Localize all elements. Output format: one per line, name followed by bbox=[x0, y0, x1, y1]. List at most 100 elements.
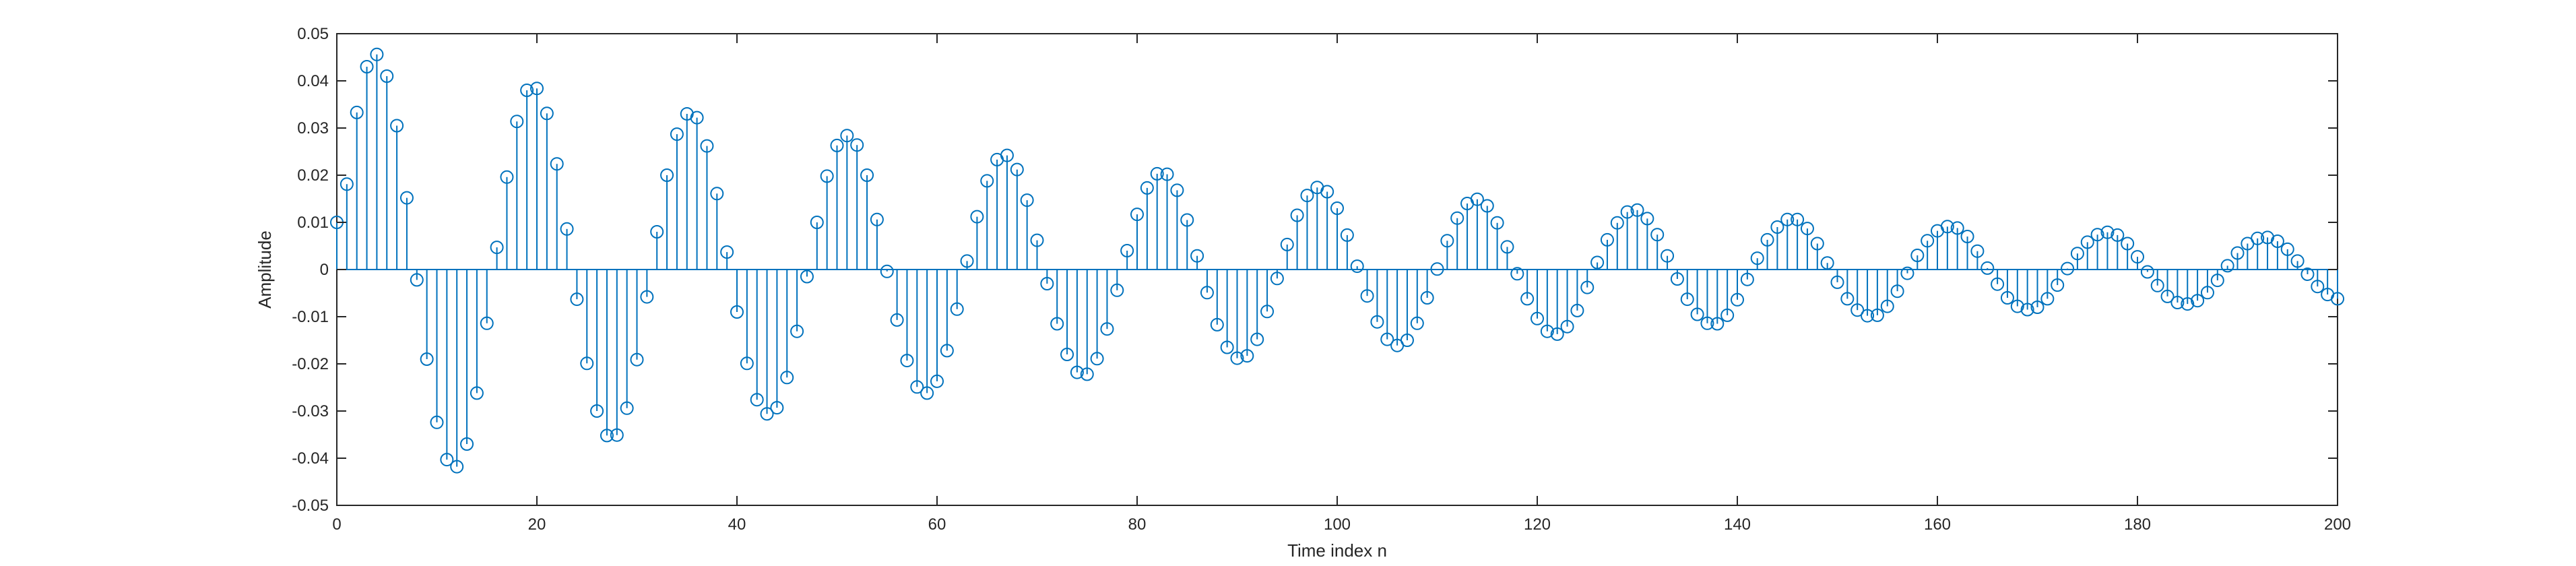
stem-marker bbox=[1010, 162, 1024, 177]
stem-marker bbox=[880, 264, 894, 278]
stem-marker bbox=[2100, 225, 2115, 239]
stem-marker bbox=[360, 60, 374, 73]
stem-marker bbox=[1580, 280, 1595, 294]
x-axis-ticks: 0 20 40 60 80 100 120 140 160 180 200 bbox=[332, 34, 2351, 534]
stem-marker bbox=[730, 305, 744, 319]
stem-marker bbox=[1550, 327, 1564, 341]
stem-marker bbox=[2191, 294, 2205, 308]
stem-marker bbox=[1740, 272, 1754, 286]
stem-marker bbox=[1050, 317, 1064, 331]
y-tick-label: -0.04 bbox=[292, 449, 329, 468]
stem-marker bbox=[460, 437, 474, 451]
stem-marker bbox=[1700, 316, 1714, 330]
stem-marker bbox=[790, 324, 804, 338]
stem-marker bbox=[900, 354, 914, 368]
stem-marker bbox=[2181, 297, 2195, 311]
markers-group bbox=[330, 47, 2344, 474]
stem-marker bbox=[890, 313, 904, 327]
stem-marker bbox=[1210, 317, 1224, 332]
stem-marker bbox=[2080, 235, 2094, 249]
x-tick-label: 120 bbox=[1524, 515, 1551, 534]
stem-marker bbox=[380, 69, 394, 83]
x-tick-label: 180 bbox=[2124, 515, 2151, 534]
stem-marker bbox=[770, 401, 784, 415]
stem-marker bbox=[1880, 299, 1894, 313]
stem-marker bbox=[650, 225, 664, 239]
stem-marker bbox=[2040, 292, 2055, 306]
stem-marker bbox=[1300, 189, 1314, 203]
stem-marker bbox=[1470, 192, 1484, 206]
stem-marker bbox=[690, 111, 704, 125]
stem-marker bbox=[1670, 272, 1684, 286]
stem-marker bbox=[1531, 311, 1544, 325]
stem-marker bbox=[440, 453, 454, 467]
stem-marker bbox=[1690, 307, 1704, 321]
stem-marker bbox=[660, 168, 674, 182]
stem-marker bbox=[1360, 289, 1374, 303]
stem-marker bbox=[1661, 249, 1675, 263]
stem-marker bbox=[580, 356, 594, 371]
stem-marker bbox=[930, 374, 944, 388]
stem-marker bbox=[620, 401, 634, 415]
stem-marker bbox=[340, 177, 354, 191]
stem-marker bbox=[1600, 232, 1614, 247]
stem-marker bbox=[1030, 233, 1044, 247]
stem-marker bbox=[1370, 315, 1384, 329]
stem-marker bbox=[2230, 246, 2245, 260]
stem-marker bbox=[420, 352, 434, 366]
stem-marker bbox=[600, 429, 614, 443]
stem-marker bbox=[1981, 261, 1995, 275]
stem-marker bbox=[1320, 185, 1334, 199]
stem-marker bbox=[1150, 166, 1164, 181]
stem-marker bbox=[1890, 284, 1904, 298]
y-tick-label: 0.04 bbox=[297, 72, 329, 90]
stem-marker bbox=[1240, 349, 1254, 363]
stem-marker bbox=[2170, 296, 2185, 309]
x-tick-label: 160 bbox=[1924, 515, 1951, 534]
stem-marker bbox=[2220, 259, 2234, 273]
stem-marker bbox=[810, 216, 824, 229]
stem-marker bbox=[1960, 230, 1974, 243]
y-tick-label: 0.05 bbox=[297, 25, 329, 43]
stem-marker bbox=[1780, 212, 1795, 226]
stem-marker bbox=[1800, 222, 1814, 236]
stem-marker bbox=[480, 316, 494, 330]
stem-marker bbox=[399, 191, 414, 205]
stem-marker bbox=[570, 292, 584, 307]
stem-marker bbox=[1040, 277, 1054, 290]
stem-marker bbox=[1440, 234, 1454, 248]
stem-marker bbox=[590, 404, 604, 418]
stem-marker bbox=[780, 371, 794, 385]
stem-marker bbox=[1060, 348, 1074, 361]
y-tick-label: 0.03 bbox=[297, 119, 329, 137]
stem-marker bbox=[1791, 212, 1805, 226]
stem-marker bbox=[470, 386, 484, 400]
stem-marker bbox=[1760, 232, 1774, 247]
stem-marker bbox=[1950, 221, 1964, 235]
stem-marker bbox=[1140, 181, 1154, 195]
stem-marker bbox=[1350, 259, 1364, 274]
stem-marker bbox=[1280, 237, 1294, 251]
stem-marker bbox=[1400, 334, 1414, 347]
stem-marker bbox=[2061, 261, 2075, 276]
stem-marker bbox=[1080, 367, 1094, 381]
stem-marker bbox=[550, 157, 564, 171]
x-tick-label: 140 bbox=[1724, 515, 1751, 534]
stem-marker bbox=[1910, 249, 1925, 262]
stem-marker bbox=[1820, 256, 1834, 270]
x-tick-label: 20 bbox=[528, 515, 546, 534]
stem-marker bbox=[1450, 211, 1464, 225]
stems-group bbox=[336, 54, 2338, 467]
stem-marker bbox=[2270, 234, 2284, 248]
stem-marker bbox=[1410, 316, 1424, 330]
y-tick-label: 0 bbox=[320, 261, 329, 279]
stem-marker bbox=[1630, 203, 1644, 217]
stem-marker bbox=[1970, 244, 1985, 258]
stem-marker bbox=[2000, 291, 2014, 305]
y-tick-label: -0.01 bbox=[292, 308, 329, 326]
stem-marker bbox=[710, 187, 724, 201]
stem-marker bbox=[1230, 351, 1244, 365]
stem-marker bbox=[640, 290, 654, 304]
stem-marker bbox=[1650, 228, 1665, 242]
stem-marker bbox=[510, 115, 524, 129]
